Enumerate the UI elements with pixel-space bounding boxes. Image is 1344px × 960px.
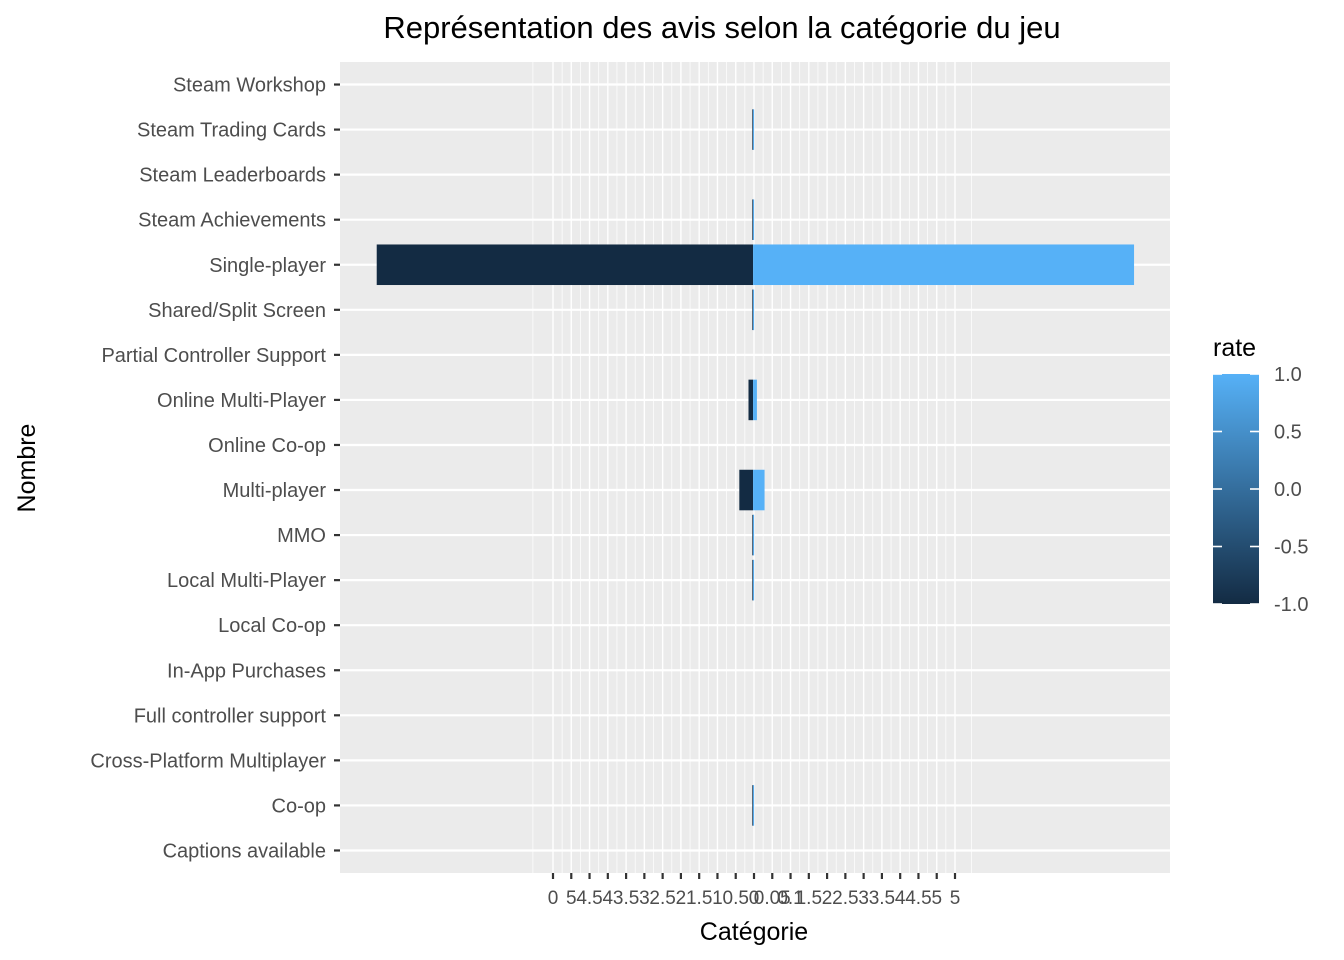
bars xyxy=(376,109,1135,826)
y-tick-label: Online Multi-Player xyxy=(157,390,326,412)
legend-tick-label: -0.5 xyxy=(1274,537,1308,559)
x-tick-label: 5 xyxy=(566,888,577,909)
x-tick-label: 3.5 xyxy=(869,888,895,909)
bar xyxy=(752,785,754,826)
x-tick-label: 1.5 xyxy=(686,888,712,909)
bar xyxy=(753,559,755,601)
bar xyxy=(753,469,765,511)
y-tick-label: Local Co-op xyxy=(218,615,326,637)
bar xyxy=(752,514,754,556)
y-tick-label: Full controller support xyxy=(134,705,327,727)
y-axis: Captions available Co-op Cross-Platform Mu… xyxy=(90,75,340,862)
x-tick-label: 0.05 xyxy=(754,888,791,909)
bar xyxy=(753,244,1135,286)
legend-tick-label: -1.0 xyxy=(1274,594,1308,616)
x-axis-title: Catégorie xyxy=(700,918,808,946)
bar xyxy=(748,379,754,421)
x-tick-label: 2 xyxy=(676,888,687,909)
x-tick-label: 4.5 xyxy=(576,888,602,909)
y-tick-label: Steam Leaderboards xyxy=(139,165,326,187)
legend: rate -1.0 -0.5 0.0 0.5 1.0 xyxy=(1213,334,1308,616)
bar xyxy=(752,109,754,150)
x-tick-label: 2 xyxy=(822,888,833,909)
x-tick-label: 5 xyxy=(931,888,942,909)
bar xyxy=(753,289,755,331)
x-tick-label: 4 xyxy=(895,888,906,909)
chart-title: Représentation des avis selon la catégor… xyxy=(383,10,1060,45)
bar xyxy=(753,514,755,556)
x-tick-label: 3 xyxy=(639,888,650,909)
x-tick-label: 4 xyxy=(603,888,614,909)
x-tick-label: 2.5 xyxy=(832,888,858,909)
x-tick-label: 0 xyxy=(548,888,559,909)
y-tick-label: Multi-player xyxy=(223,480,327,502)
x-tick-label: 1.5 xyxy=(796,888,822,909)
y-tick-label: Captions available xyxy=(163,840,326,862)
bar xyxy=(739,469,754,511)
x-tick-label: 0.5 xyxy=(723,888,749,909)
x-tick-label: 1 xyxy=(712,888,723,909)
bar xyxy=(753,109,755,150)
x-tick-label: 3.5 xyxy=(613,888,639,909)
y-tick-label: Co-op xyxy=(272,795,326,817)
legend-tick-label: 1.0 xyxy=(1274,364,1302,386)
bar xyxy=(752,559,754,601)
y-tick-label: Partial Controller Support xyxy=(101,345,326,367)
bar xyxy=(752,289,754,331)
bar xyxy=(753,199,755,240)
x-tick-label: 4.5 xyxy=(905,888,931,909)
y-tick-label: Steam Achievements xyxy=(138,210,326,232)
y-tick-label: Steam Workshop xyxy=(173,75,326,97)
y-tick-label: Cross-Platform Multiplayer xyxy=(90,750,326,772)
y-tick-label: MMO xyxy=(277,525,326,547)
y-tick-label: Local Multi-Player xyxy=(167,570,326,592)
plot-panel xyxy=(340,62,1170,873)
x-axis: 0 5 4.5 4 3.5 3 2.5 2 1.5 1 0.5 00.050.11.5 2 2.5 3 3.5… xyxy=(548,873,961,909)
y-axis-title: Nombre xyxy=(13,424,41,513)
y-tick-label: Steam Trading Cards xyxy=(137,120,326,142)
legend-title: rate xyxy=(1213,334,1256,362)
bar xyxy=(752,199,754,240)
y-tick-label: Single-player xyxy=(209,255,326,277)
x-tick-label: 2.5 xyxy=(649,888,675,909)
bar xyxy=(753,785,755,826)
x-tick-label: 0.1 xyxy=(777,888,803,909)
bar xyxy=(376,244,754,286)
x-tick-label: 0 xyxy=(749,888,760,909)
y-tick-label: Shared/Split Screen xyxy=(148,300,326,322)
x-tick-label: 5 xyxy=(950,888,961,909)
y-tick-label: In-App Purchases xyxy=(167,660,326,682)
legend-tick-label: 0.0 xyxy=(1274,479,1302,501)
y-tick-label: Online Co-op xyxy=(208,435,326,457)
legend-tick-label: 0.5 xyxy=(1274,422,1302,444)
bar xyxy=(753,379,757,421)
x-tick-label: 3 xyxy=(858,888,869,909)
